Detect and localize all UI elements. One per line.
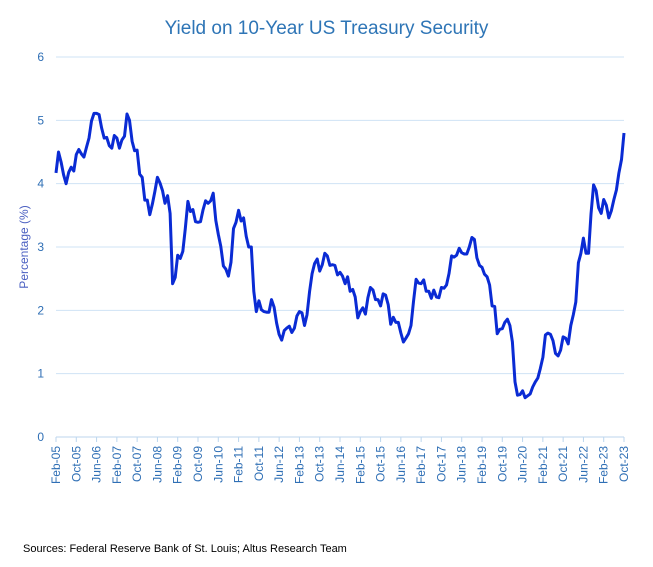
x-tick-label: Oct-15 [374, 446, 388, 482]
x-tick-label: Oct-19 [495, 446, 509, 482]
x-axis: Feb-05 Oct-05 Jun-06 Feb-07 Oct-07 Jun-08 Feb-… [49, 436, 631, 484]
x-tick-label: Oct-17 [434, 446, 448, 482]
y-axis-ticks: 0 1 2 3 4 5 6 [37, 50, 44, 444]
x-tick-label: Feb-15 [353, 446, 367, 484]
x-tick-label: Feb-13 [292, 446, 306, 484]
y-tick-label: 0 [37, 430, 44, 444]
x-tick-label: Feb-09 [171, 446, 185, 484]
y-tick-label: 5 [37, 113, 44, 127]
x-tick-label: Oct-07 [130, 446, 144, 482]
x-tick-label: Feb-07 [110, 446, 124, 484]
x-tick-label: Feb-21 [536, 446, 550, 484]
x-tick-label: Oct-23 [617, 446, 631, 482]
gridlines [56, 56, 624, 375]
x-tick-label: Oct-11 [252, 446, 266, 481]
y-tick-label: 6 [37, 50, 44, 64]
x-tick-label: Jun-10 [211, 446, 225, 483]
x-tick-label: Jun-18 [455, 446, 469, 483]
x-tick-label: Feb-19 [475, 446, 489, 484]
x-tick-label: Oct-05 [69, 446, 83, 482]
y-axis-label: Percentage (%) [17, 205, 31, 288]
y-tick-label: 1 [37, 367, 44, 381]
y-tick-label: 4 [37, 177, 44, 191]
x-tick-label: Feb-17 [414, 446, 428, 484]
source-note: Sources: Federal Reserve Bank of St. Lou… [23, 543, 347, 555]
x-tick-label: Jun-22 [576, 446, 590, 483]
x-tick-label: Jun-14 [333, 446, 347, 483]
series-line [54, 111, 626, 400]
x-tick-label: Jun-16 [394, 446, 408, 483]
x-tick-label: Oct-21 [556, 446, 570, 482]
series-lines [54, 111, 626, 400]
x-tick-label: Feb-23 [597, 446, 611, 484]
x-tick-label: Jun-08 [150, 446, 164, 483]
chart-title: Yield on 10-Year US Treasury Security [164, 18, 489, 39]
x-tick-label: Oct-13 [313, 446, 327, 482]
x-tick-label: Jun-06 [90, 446, 104, 483]
x-tick-label: Oct-09 [191, 446, 205, 482]
x-tick-label: Feb-05 [49, 446, 63, 484]
line-chart: 0 1 2 3 4 5 6 Feb-05 Oct-05 Jun-06 Feb-07 Oct-07 Ju… [17, 50, 631, 484]
y-tick-label: 2 [37, 303, 44, 317]
y-tick-label: 3 [37, 240, 44, 254]
x-tick-label: Jun-20 [516, 446, 530, 483]
x-tick-label: Jun-12 [272, 446, 286, 483]
x-tick-label: Feb-11 [232, 446, 246, 483]
